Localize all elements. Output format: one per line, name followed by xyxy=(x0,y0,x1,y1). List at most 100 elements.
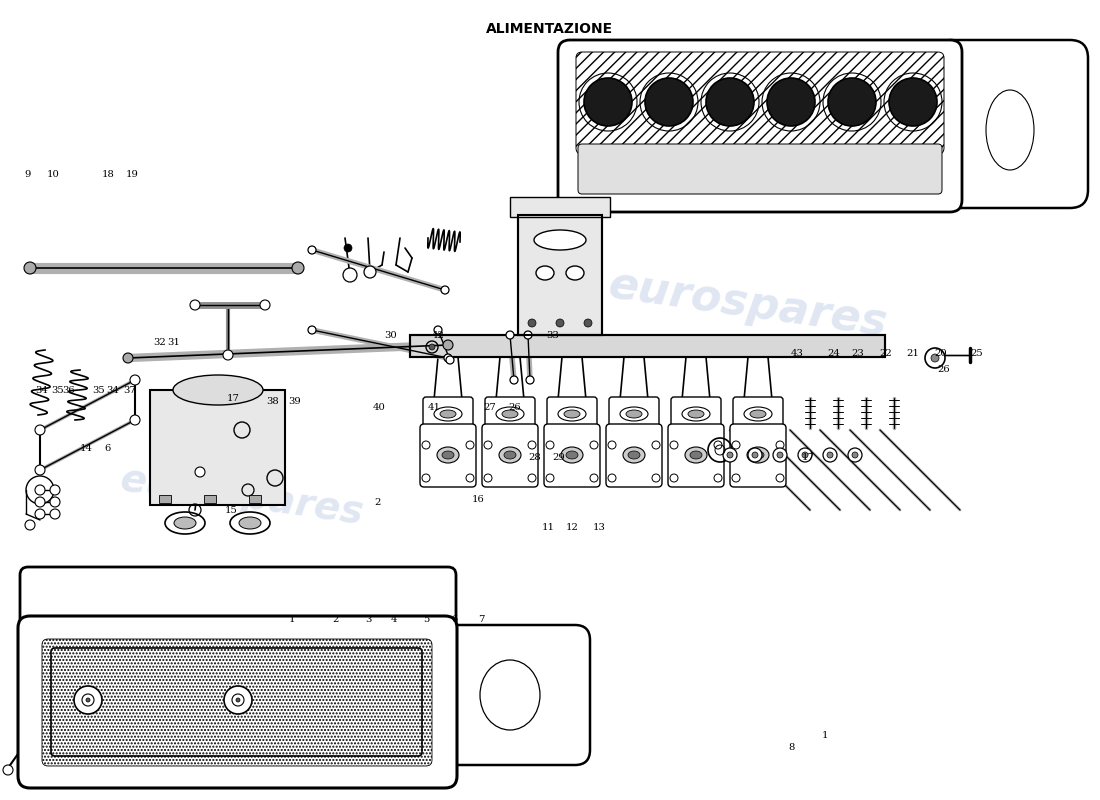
Circle shape xyxy=(889,78,937,126)
Text: eurospares: eurospares xyxy=(118,460,366,532)
FancyBboxPatch shape xyxy=(668,424,724,487)
Circle shape xyxy=(308,326,316,334)
FancyBboxPatch shape xyxy=(547,397,597,431)
Circle shape xyxy=(584,78,632,126)
Text: eurospares: eurospares xyxy=(606,263,890,345)
Ellipse shape xyxy=(165,512,205,534)
Ellipse shape xyxy=(682,407,710,421)
FancyBboxPatch shape xyxy=(606,424,662,487)
Circle shape xyxy=(524,331,532,339)
FancyBboxPatch shape xyxy=(42,639,432,766)
Circle shape xyxy=(74,686,102,714)
Text: 41: 41 xyxy=(428,403,441,413)
Ellipse shape xyxy=(499,447,521,463)
Circle shape xyxy=(777,452,783,458)
FancyBboxPatch shape xyxy=(730,424,786,487)
Ellipse shape xyxy=(558,407,586,421)
Text: 10: 10 xyxy=(46,170,59,179)
Circle shape xyxy=(510,376,518,384)
Circle shape xyxy=(364,266,376,278)
Text: 39: 39 xyxy=(288,397,301,406)
Ellipse shape xyxy=(561,447,583,463)
Circle shape xyxy=(528,474,536,482)
Text: ALIMENTAZIONE: ALIMENTAZIONE xyxy=(486,22,614,36)
Ellipse shape xyxy=(566,266,584,280)
Text: 7: 7 xyxy=(478,615,485,625)
Circle shape xyxy=(35,509,45,519)
Circle shape xyxy=(608,441,616,449)
Circle shape xyxy=(645,78,693,126)
Bar xyxy=(410,335,886,357)
Text: 35: 35 xyxy=(92,386,106,395)
Circle shape xyxy=(444,354,452,362)
Text: 20: 20 xyxy=(934,349,947,358)
Ellipse shape xyxy=(434,407,462,421)
FancyBboxPatch shape xyxy=(733,397,783,431)
Circle shape xyxy=(652,474,660,482)
Circle shape xyxy=(35,485,45,495)
Circle shape xyxy=(732,441,740,449)
FancyBboxPatch shape xyxy=(430,625,590,765)
Text: 27: 27 xyxy=(483,403,496,413)
FancyBboxPatch shape xyxy=(420,424,476,487)
Circle shape xyxy=(506,331,514,339)
Circle shape xyxy=(608,474,616,482)
Text: 2: 2 xyxy=(374,498,381,507)
Circle shape xyxy=(130,375,140,385)
Text: 6: 6 xyxy=(451,615,458,625)
Circle shape xyxy=(590,441,598,449)
Circle shape xyxy=(670,441,678,449)
FancyBboxPatch shape xyxy=(671,397,720,431)
Text: 17: 17 xyxy=(227,394,240,403)
Ellipse shape xyxy=(690,451,702,459)
Circle shape xyxy=(25,520,35,530)
Ellipse shape xyxy=(502,410,518,418)
Circle shape xyxy=(195,467,205,477)
Bar xyxy=(518,215,602,335)
Ellipse shape xyxy=(504,451,516,459)
Circle shape xyxy=(526,376,534,384)
Text: 26: 26 xyxy=(508,403,521,413)
Circle shape xyxy=(773,448,786,462)
Circle shape xyxy=(446,356,454,364)
Bar xyxy=(160,495,170,503)
Circle shape xyxy=(528,319,536,327)
Circle shape xyxy=(748,448,762,462)
Circle shape xyxy=(429,344,434,350)
Ellipse shape xyxy=(628,451,640,459)
Ellipse shape xyxy=(480,660,540,730)
Circle shape xyxy=(190,300,200,310)
Circle shape xyxy=(123,353,133,363)
Circle shape xyxy=(422,474,430,482)
Bar xyxy=(510,197,610,217)
Text: 3: 3 xyxy=(365,615,372,625)
Circle shape xyxy=(798,448,812,462)
Ellipse shape xyxy=(173,375,263,405)
Circle shape xyxy=(24,262,36,274)
FancyBboxPatch shape xyxy=(578,144,942,194)
Text: 26: 26 xyxy=(937,365,950,374)
Circle shape xyxy=(223,350,233,360)
Circle shape xyxy=(931,354,939,362)
Bar xyxy=(150,390,285,505)
Ellipse shape xyxy=(623,447,645,463)
Circle shape xyxy=(714,441,722,449)
Text: 14: 14 xyxy=(79,443,92,453)
Circle shape xyxy=(823,448,837,462)
Circle shape xyxy=(546,441,554,449)
Text: 19: 19 xyxy=(125,170,139,179)
Bar xyxy=(410,335,886,357)
Text: 2: 2 xyxy=(332,615,339,625)
FancyBboxPatch shape xyxy=(544,424,600,487)
Text: 4: 4 xyxy=(390,615,397,625)
Circle shape xyxy=(82,694,94,706)
Text: 37: 37 xyxy=(123,386,136,395)
Circle shape xyxy=(652,441,660,449)
Text: 25: 25 xyxy=(970,349,983,358)
FancyBboxPatch shape xyxy=(576,52,944,154)
Text: 21: 21 xyxy=(906,349,920,358)
Ellipse shape xyxy=(534,230,586,250)
Ellipse shape xyxy=(230,512,270,534)
Text: 34: 34 xyxy=(106,386,119,395)
Text: 28: 28 xyxy=(528,453,541,462)
